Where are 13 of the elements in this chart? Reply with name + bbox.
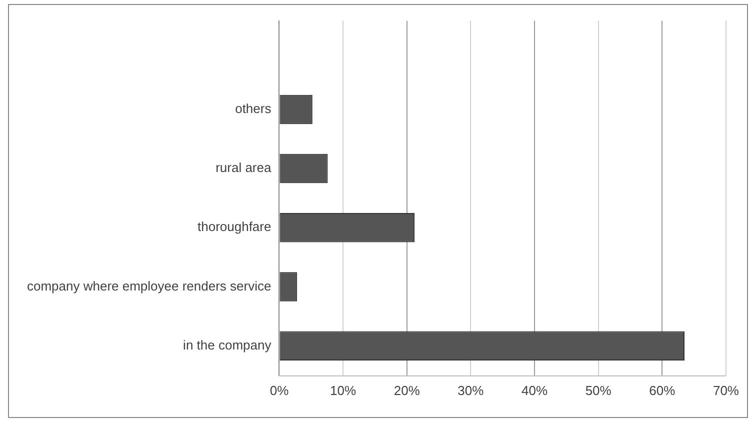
y-tick-label: rural area (216, 160, 272, 176)
x-tick-label: 40% (522, 382, 548, 398)
y-tick-label: others (235, 101, 272, 116)
x-tick-label: 20% (394, 382, 420, 398)
x-tick-label: 30% (458, 382, 484, 398)
y-tick-label: in the company (183, 337, 272, 352)
y-tick-label: company where employee renders service (26, 278, 272, 294)
x-tick-label: 50% (585, 382, 612, 398)
x-tick-label: 60% (649, 382, 676, 398)
x-tick-label: 70% (712, 382, 740, 398)
x-tick-label: 0% (270, 382, 290, 398)
x-tick-label: 10% (330, 382, 356, 398)
y-tick-label: thoroughfare (197, 219, 272, 234)
